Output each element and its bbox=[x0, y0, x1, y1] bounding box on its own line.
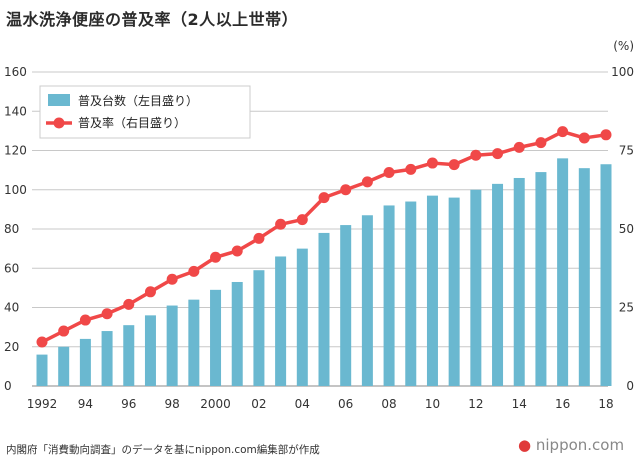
right-axis-unit: (%) bbox=[613, 39, 634, 53]
bar bbox=[448, 197, 460, 386]
left-tick-label: 160 bbox=[4, 65, 27, 79]
bar bbox=[188, 299, 200, 386]
rate-point bbox=[36, 336, 48, 348]
rate-point bbox=[340, 184, 352, 196]
right-tick-label: 0 bbox=[626, 379, 634, 393]
x-tick-label: 1992 bbox=[27, 397, 58, 411]
rate-point bbox=[253, 232, 265, 244]
rate-point bbox=[361, 176, 373, 188]
right-tick-label: 75 bbox=[619, 144, 634, 158]
bar bbox=[361, 215, 373, 386]
right-tick-label: 50 bbox=[619, 222, 634, 236]
rate-point bbox=[275, 218, 287, 230]
x-tick-label: 08 bbox=[381, 397, 396, 411]
bar bbox=[578, 168, 590, 386]
legend-box bbox=[39, 85, 251, 139]
x-tick-label: 16 bbox=[555, 397, 570, 411]
x-tick-label: 94 bbox=[78, 397, 93, 411]
rate-point bbox=[405, 163, 417, 175]
bar bbox=[101, 331, 113, 386]
bar bbox=[123, 325, 135, 386]
rate-point bbox=[188, 265, 200, 277]
left-tick-label: 60 bbox=[4, 261, 19, 275]
bar bbox=[296, 248, 308, 386]
legend-line-marker bbox=[53, 117, 65, 129]
x-tick-label: 2000 bbox=[200, 397, 231, 411]
right-tick-label: 100 bbox=[611, 65, 634, 79]
rate-point bbox=[383, 166, 395, 178]
x-tick-label: 96 bbox=[121, 397, 136, 411]
chart-title: 温水洗浄便座の普及率（2人以上世帯） bbox=[6, 10, 299, 29]
bar bbox=[535, 172, 547, 386]
rate-point bbox=[448, 159, 460, 171]
rate-point bbox=[470, 149, 482, 161]
bar bbox=[231, 281, 243, 386]
source-note: 内閣府「消費動向調査」のデータを基にnippon.com編集部が作成 bbox=[6, 444, 320, 456]
rate-point bbox=[123, 298, 135, 310]
x-tick-label: 98 bbox=[165, 397, 180, 411]
rate-point bbox=[210, 251, 222, 263]
bar bbox=[340, 225, 352, 386]
bar bbox=[426, 195, 438, 386]
rate-point bbox=[296, 214, 308, 226]
rate-point bbox=[101, 308, 113, 320]
bar bbox=[318, 232, 330, 386]
rate-point bbox=[79, 314, 91, 326]
rate-point bbox=[166, 273, 178, 285]
logo-text: nippon.com bbox=[535, 436, 625, 454]
bar bbox=[275, 256, 287, 386]
rate-point bbox=[58, 325, 70, 337]
bar bbox=[253, 270, 265, 386]
left-tick-label: 0 bbox=[4, 379, 12, 393]
left-tick-label: 140 bbox=[4, 104, 27, 118]
legend-line-label: 普及率（右目盛り） bbox=[78, 115, 186, 130]
nippon-logo: ● nippon.com bbox=[518, 436, 624, 454]
left-tick-label: 20 bbox=[4, 340, 19, 354]
legend: 普及台数（左目盛り） 普及率（右目盛り） bbox=[39, 85, 251, 139]
bar bbox=[144, 315, 156, 386]
logo-dot-icon: ● bbox=[518, 436, 532, 454]
legend-bar-label: 普及台数（左目盛り） bbox=[78, 93, 198, 108]
left-tick-label: 40 bbox=[4, 301, 19, 315]
bar bbox=[58, 346, 70, 386]
x-tick-label: 18 bbox=[598, 397, 613, 411]
bar bbox=[405, 201, 417, 386]
x-tick-label: 10 bbox=[425, 397, 440, 411]
rate-point bbox=[578, 132, 590, 144]
left-tick-label: 100 bbox=[4, 183, 27, 197]
bar bbox=[470, 189, 482, 386]
bar bbox=[513, 177, 525, 386]
x-tick-label: 14 bbox=[512, 397, 527, 411]
rate-point bbox=[492, 148, 504, 160]
rate-point bbox=[557, 126, 569, 138]
bar bbox=[492, 183, 504, 386]
bar bbox=[166, 305, 178, 386]
rate-point bbox=[231, 245, 243, 257]
bar bbox=[210, 289, 222, 386]
bar bbox=[79, 338, 91, 386]
left-tick-label: 120 bbox=[4, 144, 27, 158]
legend-bar-swatch bbox=[48, 94, 70, 106]
line-series bbox=[36, 126, 612, 348]
bar bbox=[383, 205, 395, 386]
rate-point bbox=[535, 137, 547, 149]
bar bbox=[557, 158, 569, 386]
rate-point bbox=[144, 286, 156, 298]
rate-point bbox=[426, 157, 438, 169]
bar-series bbox=[36, 158, 612, 386]
x-tick-label: 06 bbox=[338, 397, 353, 411]
x-tick-label: 12 bbox=[468, 397, 483, 411]
right-tick-label: 25 bbox=[619, 301, 634, 315]
x-tick-label: 04 bbox=[295, 397, 310, 411]
rate-point bbox=[600, 129, 612, 141]
x-tick-label: 02 bbox=[251, 397, 266, 411]
bar bbox=[600, 164, 612, 386]
rate-point bbox=[318, 192, 330, 204]
bar bbox=[36, 354, 48, 386]
rate-point bbox=[513, 141, 525, 153]
left-tick-label: 80 bbox=[4, 222, 19, 236]
